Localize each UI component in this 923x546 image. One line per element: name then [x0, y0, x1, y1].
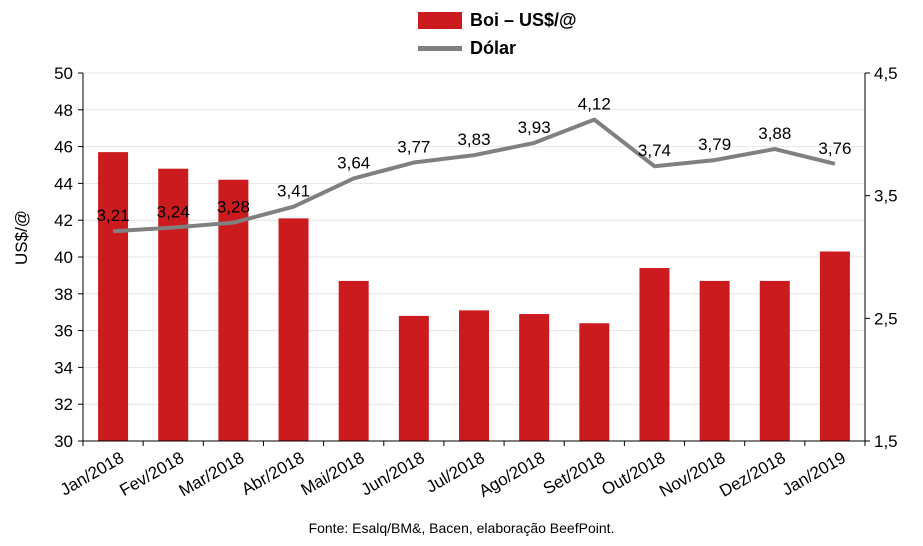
y-tick-label: 50 — [54, 64, 73, 83]
x-tick-label: Mar/2018 — [176, 448, 248, 500]
data-label-dolar: 3,24 — [157, 203, 190, 222]
y-tick-label: 42 — [54, 211, 73, 230]
x-tick-label: Abr/2018 — [238, 448, 307, 499]
bar-boi — [158, 168, 189, 441]
y2-tick-label: 3,5 — [874, 187, 898, 206]
y-tick-label: 36 — [54, 322, 73, 341]
y2-tick-label: 2,5 — [874, 309, 898, 328]
y2-tick-label: 1,5 — [874, 432, 898, 451]
data-label-dolar: 3,21 — [97, 206, 130, 225]
data-labels: 3,21 3,24 3,28 3,41 3,64 3,77 3,83 3,93 4,12 3,74… — [97, 95, 852, 226]
bar-boi — [519, 314, 550, 441]
x-tick-label: Jan/2019 — [779, 448, 849, 499]
legend-swatch-bar — [418, 11, 462, 29]
y-tick-label: 34 — [54, 358, 73, 377]
data-label-dolar: 3,76 — [818, 139, 851, 158]
x-tick-label: Set/2018 — [540, 448, 608, 498]
bar-boi — [699, 280, 730, 441]
legend: Boi – US$/@ Dólar — [418, 6, 577, 62]
bar-boi — [98, 152, 129, 441]
x-tick-label: Jan/2018 — [57, 448, 127, 499]
bar-boi — [278, 218, 309, 441]
y-axis-label: US$/@ — [12, 209, 31, 265]
data-label-dolar: 3,64 — [337, 153, 370, 172]
axes — [78, 72, 870, 446]
legend-item-boi: Boi – US$/@ — [418, 6, 577, 34]
bar-boi — [639, 268, 670, 441]
x-tick-label: Jun/2018 — [358, 448, 428, 499]
legend-item-dolar: Dólar — [418, 34, 577, 62]
grid-lines — [83, 72, 865, 442]
data-label-dolar: 3,74 — [638, 141, 671, 160]
x-tick-label: Fev/2018 — [116, 448, 187, 500]
line-series — [112, 117, 836, 234]
data-label-dolar: 3,93 — [518, 118, 551, 137]
bar-boi — [459, 310, 489, 441]
bar-boi — [338, 280, 369, 441]
x-tick-label: Dez/2018 — [716, 448, 789, 501]
y-tick-label: 38 — [54, 285, 73, 304]
data-label-dolar: 3,88 — [758, 124, 791, 143]
data-label-dolar: 3,79 — [698, 135, 731, 154]
data-label-dolar: 3,28 — [217, 198, 250, 217]
bar-boi — [398, 315, 429, 441]
source-note: Fonte: Esalq/BM&, Bacen, elaboração Beef… — [308, 520, 615, 536]
legend-label-dolar: Dólar — [470, 37, 517, 58]
y-tick-label: 30 — [54, 432, 73, 451]
legend-swatch-line — [418, 45, 462, 51]
bar-series — [98, 152, 850, 441]
x-tick-label: Ago/2018 — [476, 448, 549, 501]
y-tick-label: 32 — [54, 395, 73, 414]
data-label-dolar: 4,12 — [578, 95, 611, 114]
legend-label-boi: Boi – US$/@ — [470, 9, 577, 30]
y-tick-label: 40 — [54, 248, 73, 267]
bar-boi — [819, 251, 850, 441]
x-tick-label: Mai/2018 — [298, 448, 368, 499]
data-label-dolar: 3,41 — [277, 182, 310, 201]
x-tick-label: Out/2018 — [598, 448, 668, 499]
y2-tick-label: 4,5 — [874, 64, 898, 83]
data-label-dolar: 3,83 — [457, 130, 490, 149]
bar-boi — [579, 323, 610, 441]
y-tick-label: 44 — [54, 174, 73, 193]
x-tick-label: Nov/2018 — [656, 448, 729, 501]
bar-boi — [759, 280, 790, 441]
y-tick-label: 48 — [54, 101, 73, 120]
y-tick-label: 46 — [54, 138, 73, 157]
line-dolar — [112, 117, 836, 234]
data-label-dolar: 3,77 — [397, 138, 430, 157]
